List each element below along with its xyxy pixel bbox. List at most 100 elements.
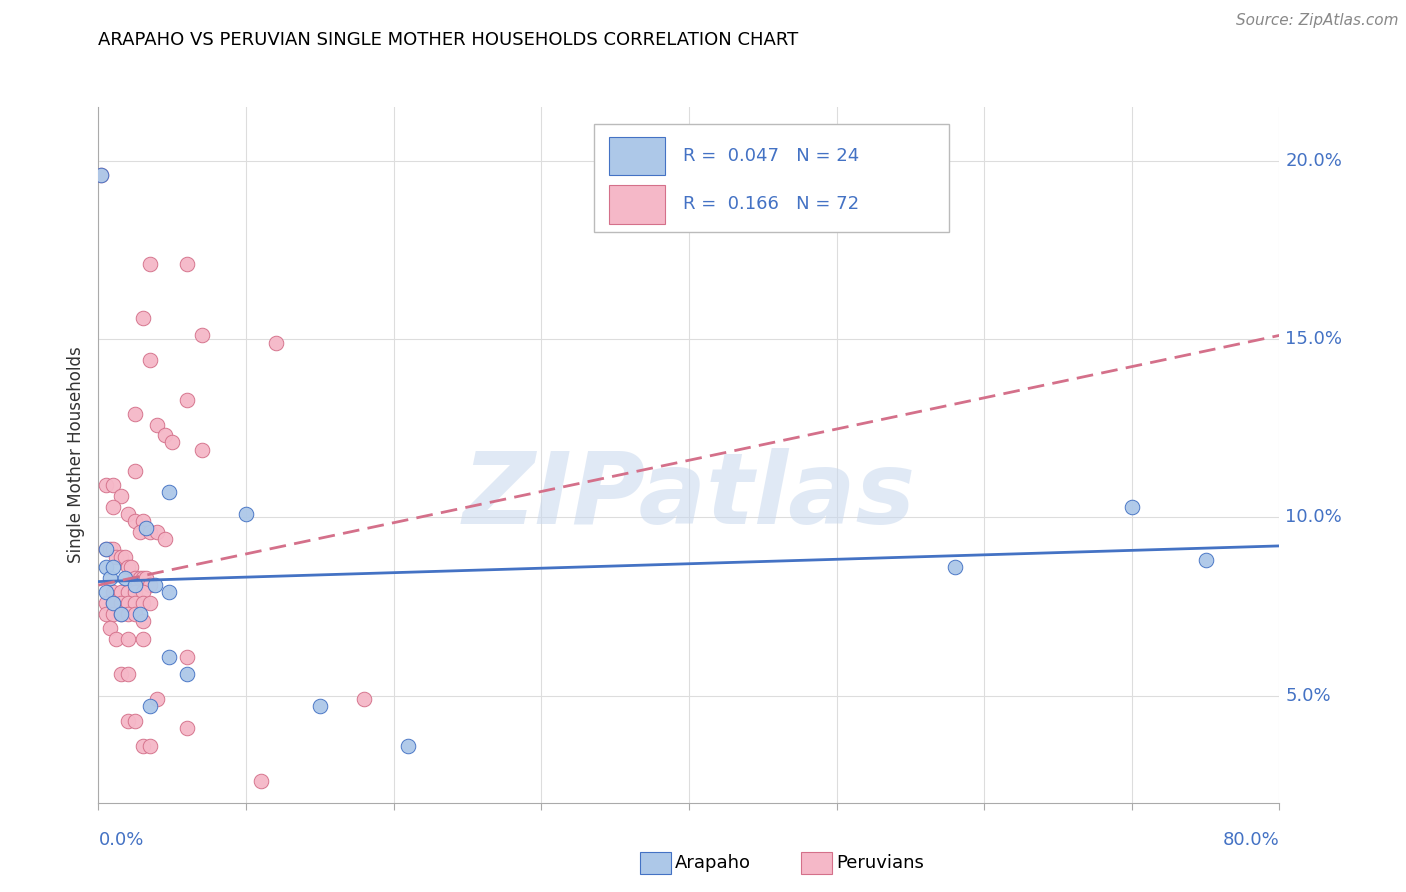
Point (135, 521, 157, 535)
Point (124, 571, 146, 585)
Text: 5.0%: 5.0% (1285, 687, 1331, 705)
FancyBboxPatch shape (595, 124, 949, 232)
Point (146, 524, 169, 539)
Point (124, 578, 146, 592)
Point (110, 607, 132, 621)
Point (105, 632, 128, 646)
Point (94, 607, 117, 621)
Point (153, 532, 176, 546)
Point (176, 721, 198, 735)
Point (117, 667, 139, 681)
Point (139, 257, 162, 271)
Point (103, 542, 125, 557)
Point (176, 392, 198, 407)
Point (139, 596, 162, 610)
Point (176, 257, 198, 271)
Point (114, 549, 136, 564)
Point (103, 500, 125, 514)
Point (1121, 500, 1143, 514)
Text: 80.0%: 80.0% (1223, 831, 1279, 849)
Point (117, 596, 139, 610)
Text: R =  0.166   N = 72: R = 0.166 N = 72 (683, 195, 859, 213)
Text: ZIPatlas: ZIPatlas (463, 448, 915, 545)
Point (90, 168, 112, 182)
Point (1195, 553, 1218, 567)
Point (124, 407, 146, 421)
Point (103, 478, 125, 492)
Point (153, 428, 176, 442)
Point (264, 335, 287, 350)
Point (94, 478, 117, 492)
Point (943, 560, 966, 574)
Point (110, 596, 132, 610)
Point (117, 632, 139, 646)
Point (139, 353, 162, 368)
Point (176, 649, 198, 664)
Point (117, 560, 139, 574)
Point (146, 417, 169, 432)
Point (110, 549, 132, 564)
Point (110, 607, 132, 621)
Point (132, 632, 155, 646)
Point (191, 328, 214, 343)
Point (139, 699, 162, 714)
Point (94, 560, 117, 574)
Text: 10.0%: 10.0% (1285, 508, 1343, 526)
Point (110, 585, 132, 599)
Point (132, 596, 155, 610)
Text: 0.0%: 0.0% (98, 831, 143, 849)
Point (110, 667, 132, 681)
Point (128, 607, 150, 621)
Point (124, 514, 146, 528)
Point (124, 464, 146, 478)
Point (94, 542, 117, 557)
Point (110, 489, 132, 503)
Point (124, 585, 146, 599)
Point (103, 596, 125, 610)
Point (94, 596, 117, 610)
Point (98, 621, 121, 635)
Point (94, 542, 117, 557)
Point (124, 596, 146, 610)
Text: Source: ZipAtlas.com: Source: ZipAtlas.com (1236, 13, 1399, 29)
Point (117, 507, 139, 521)
Point (157, 585, 180, 599)
Point (103, 585, 125, 599)
Point (128, 524, 150, 539)
Point (162, 435, 183, 450)
Point (132, 310, 155, 325)
Point (90, 168, 112, 182)
Point (176, 667, 198, 681)
Point (139, 524, 162, 539)
Point (103, 560, 125, 574)
Point (98, 571, 121, 585)
Point (132, 614, 155, 628)
Text: R =  0.047   N = 24: R = 0.047 N = 24 (683, 147, 859, 165)
Point (353, 692, 375, 706)
Point (396, 739, 419, 753)
Y-axis label: Single Mother Households: Single Mother Households (67, 347, 86, 563)
Point (124, 714, 146, 728)
Point (139, 739, 162, 753)
Point (132, 571, 155, 585)
Point (143, 578, 166, 592)
Point (132, 739, 155, 753)
FancyBboxPatch shape (609, 136, 665, 175)
Text: Peruvians: Peruvians (837, 855, 925, 872)
Text: 20.0%: 20.0% (1285, 152, 1343, 169)
Point (157, 649, 180, 664)
Point (157, 485, 180, 500)
Point (250, 774, 273, 789)
Point (309, 699, 332, 714)
Text: ARAPAHO VS PERUVIAN SINGLE MOTHER HOUSEHOLDS CORRELATION CHART: ARAPAHO VS PERUVIAN SINGLE MOTHER HOUSEH… (98, 31, 799, 49)
Point (132, 585, 155, 599)
Point (103, 607, 125, 621)
Point (191, 442, 214, 457)
Point (135, 571, 157, 585)
Point (114, 571, 136, 585)
Point (132, 514, 155, 528)
FancyBboxPatch shape (609, 186, 665, 224)
Text: Arapaho: Arapaho (675, 855, 751, 872)
Point (103, 596, 125, 610)
Text: 15.0%: 15.0% (1285, 330, 1343, 348)
